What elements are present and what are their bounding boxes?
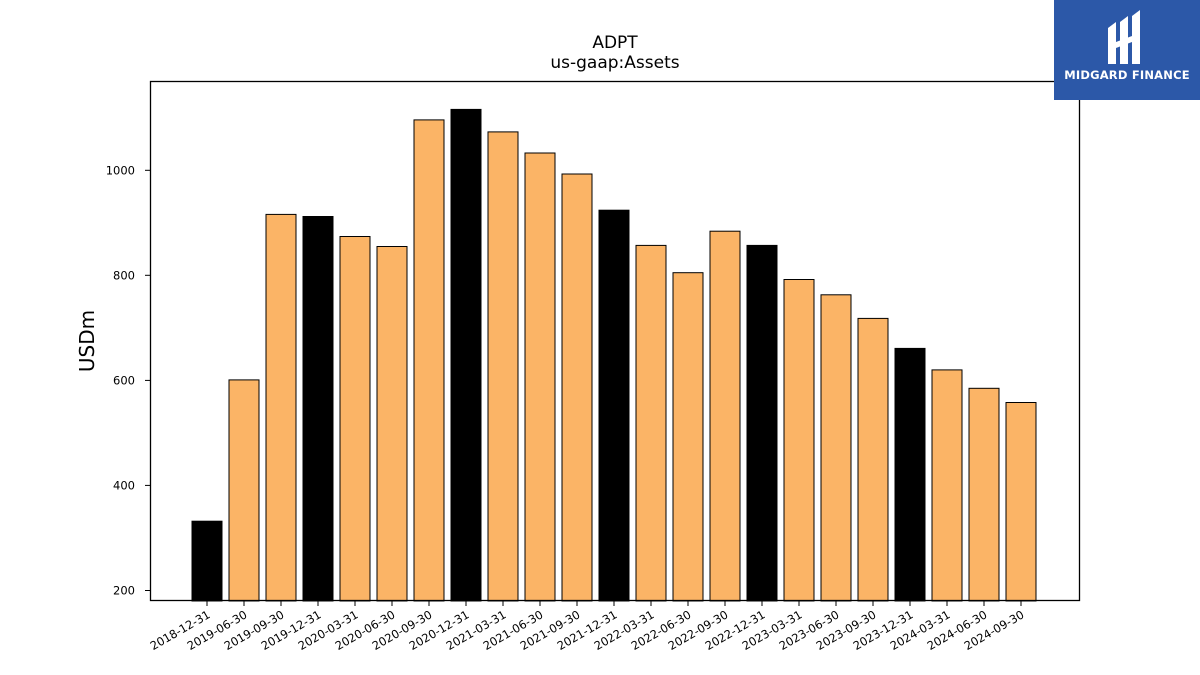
bar-2021-09-30 bbox=[561, 173, 593, 602]
bar-2023-06-30 bbox=[820, 294, 852, 602]
y-tick-label: 600 bbox=[113, 373, 135, 387]
bar-2019-09-30 bbox=[265, 213, 297, 602]
bar-2022-06-30 bbox=[672, 272, 704, 602]
y-ticks-layer: 200 400 600 800 1000 bbox=[106, 163, 150, 598]
bar-2021-03-31 bbox=[487, 131, 519, 602]
bar-2020-12-31 bbox=[450, 108, 482, 602]
bar-2020-09-30 bbox=[413, 119, 445, 602]
chart-title: ADPT bbox=[592, 33, 638, 53]
bar-2023-03-31 bbox=[783, 279, 815, 602]
midgard-finance-logo: MIDGARD FINANCE bbox=[1054, 0, 1200, 100]
bar-2022-09-30 bbox=[709, 230, 741, 602]
bar-2019-06-30 bbox=[228, 379, 260, 602]
bar-2021-12-31 bbox=[598, 209, 630, 602]
bar-2020-06-30 bbox=[376, 246, 408, 602]
bar-2021-06-30 bbox=[524, 152, 556, 602]
bar-2023-12-31 bbox=[894, 347, 926, 602]
y-tick-label: 1000 bbox=[106, 163, 135, 177]
bar-2022-03-31 bbox=[635, 244, 667, 602]
plot-frame bbox=[149, 80, 1081, 602]
y-tick-label: 200 bbox=[113, 584, 135, 598]
y-tick-label: 400 bbox=[113, 478, 135, 492]
bar-2022-12-31 bbox=[746, 244, 778, 602]
y-axis-label: USDm bbox=[75, 310, 99, 372]
chart-subtitle: us-gaap:Assets bbox=[550, 53, 679, 73]
bar-2024-09-30 bbox=[1005, 402, 1037, 602]
bar-2024-06-30 bbox=[968, 387, 1000, 602]
bar-2019-12-31 bbox=[302, 216, 334, 602]
y-tick-label: 800 bbox=[113, 268, 135, 282]
bar-2018-12-31 bbox=[191, 520, 223, 602]
midgard-logo-icon bbox=[1108, 10, 1140, 64]
bars-layer bbox=[191, 108, 1037, 602]
bar-2023-09-30 bbox=[857, 317, 889, 602]
x-ticks-layer: 2018-12-312019-06-302019-09-302019-12-31… bbox=[148, 601, 1027, 653]
bar-2024-03-31 bbox=[931, 369, 963, 602]
logo-text: MIDGARD FINANCE bbox=[1064, 68, 1190, 82]
bar-2020-03-31 bbox=[339, 236, 371, 602]
